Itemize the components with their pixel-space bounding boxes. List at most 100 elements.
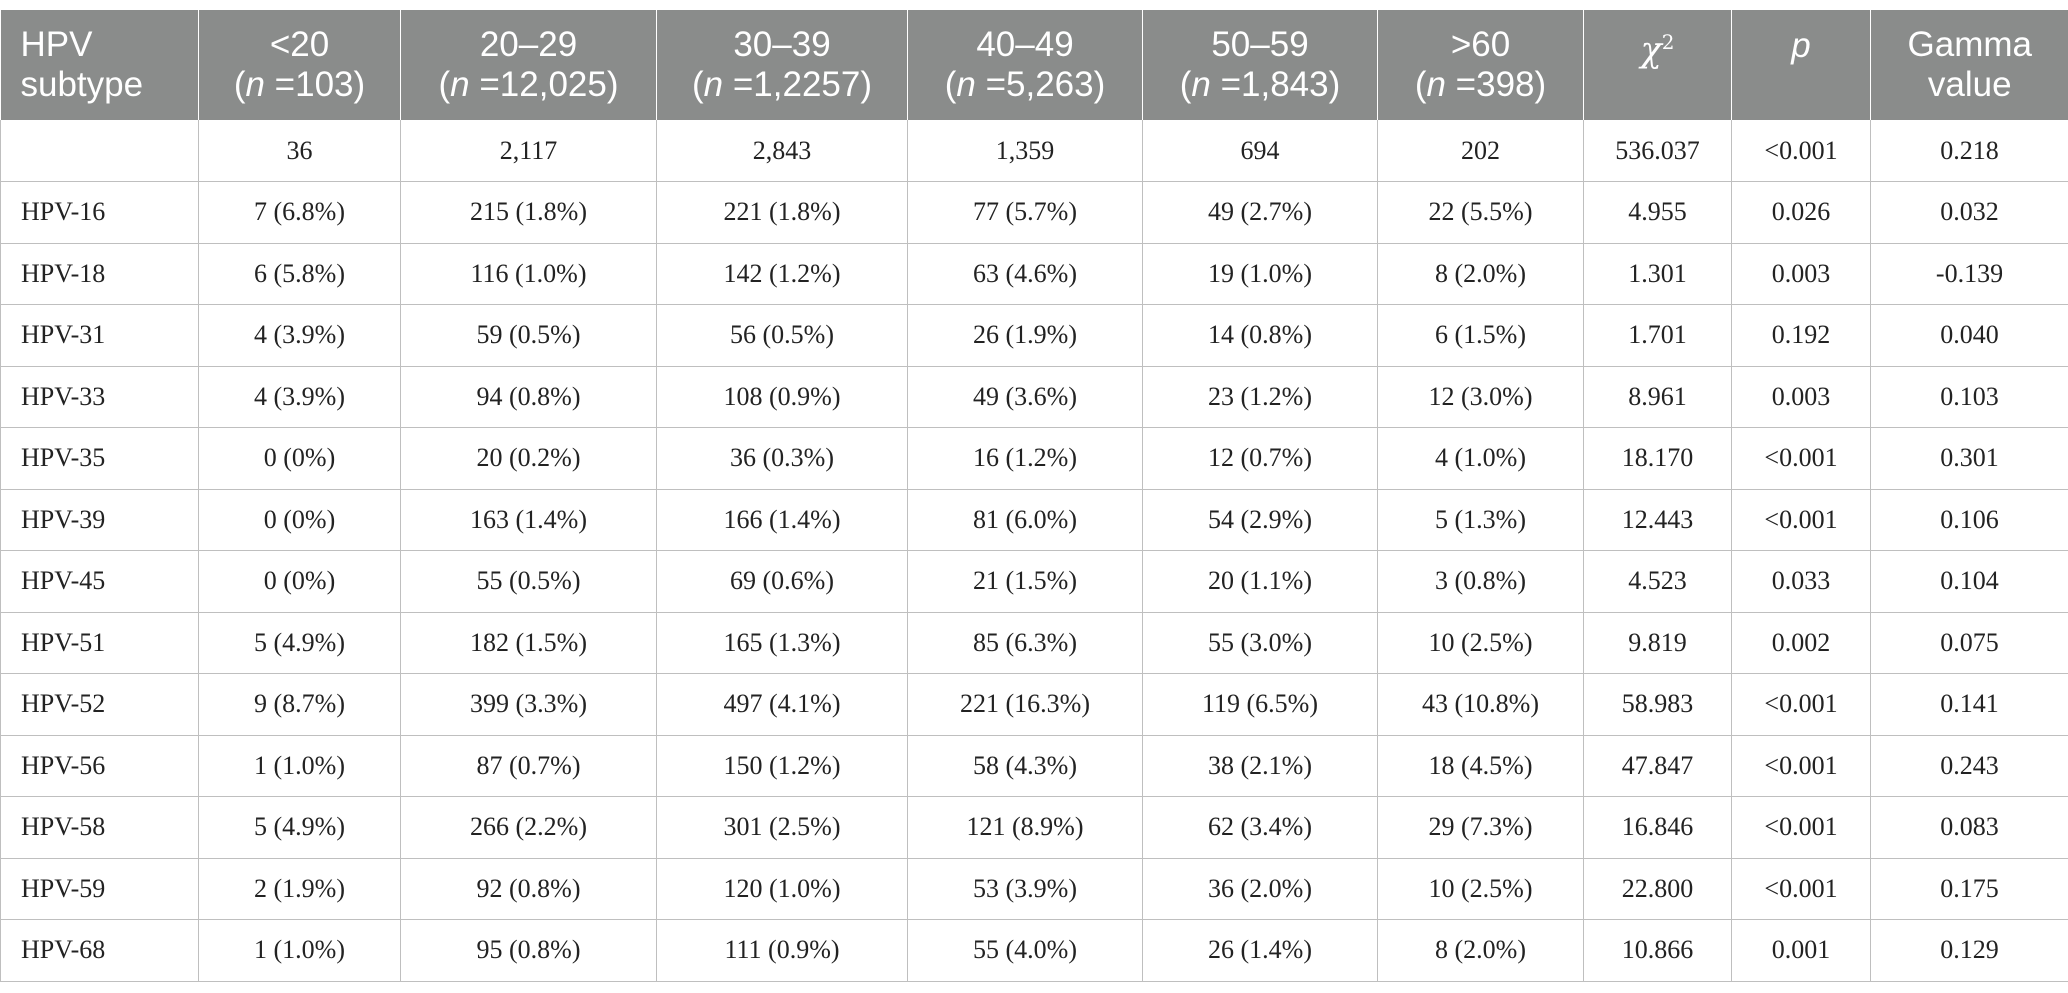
cell-age-50-59: 20 (1.1%) — [1142, 550, 1378, 613]
cell-age-50-59: 119 (6.5%) — [1142, 673, 1378, 736]
cell-age-20-29: 55 (0.5%) — [400, 550, 657, 613]
cell-age-under-20: 5 (4.9%) — [198, 612, 401, 674]
cell-p-value: <0.001 — [1731, 796, 1871, 859]
n-value: =103) — [264, 65, 366, 104]
cell-subtype: HPV-68 — [0, 919, 199, 982]
cell-age-50-59: 36 (2.0%) — [1142, 858, 1378, 920]
cell-age-40-49: 221 (16.3%) — [907, 673, 1143, 736]
cell-gamma-value: 0.040 — [1870, 304, 2068, 367]
cell-age-under-20: 4 (3.9%) — [198, 366, 401, 428]
cell-age-50-59: 55 (3.0%) — [1142, 612, 1378, 674]
cell-chi-square: 22.800 — [1583, 858, 1732, 920]
cell-subtype: HPV-51 — [0, 612, 199, 674]
cell-p-value: <0.001 — [1731, 489, 1871, 551]
cell-chi-square: 536.037 — [1583, 120, 1732, 182]
header-age-over-60: >60 (n =398) — [1377, 10, 1584, 120]
cell-age-40-49: 55 (4.0%) — [907, 919, 1143, 982]
cell-subtype: HPV-31 — [0, 304, 199, 367]
n-label: n — [1426, 65, 1446, 104]
n-label: n — [1191, 65, 1211, 104]
cell-subtype — [0, 120, 199, 182]
header-n: (n =398) — [1414, 65, 1547, 104]
cell-gamma-value: 0.301 — [1870, 427, 2068, 490]
cell-age-40-49: 58 (4.3%) — [907, 735, 1143, 797]
cell-age-30-39: 56 (0.5%) — [656, 304, 908, 367]
n-value: =12,025) — [469, 65, 619, 104]
cell-gamma-value: 0.243 — [1870, 735, 2068, 797]
cell-subtype: HPV-16 — [0, 181, 199, 244]
table-row: HPV-52 9 (8.7%) 399 (3.3%) 497 (4.1%) 221 (1… — [0, 673, 2068, 736]
cell-age-under-20: 7 (6.8%) — [198, 181, 401, 244]
cell-age-under-20: 0 (0%) — [198, 550, 401, 613]
cell-age-under-20: 5 (4.9%) — [198, 796, 401, 859]
cell-age-over-60: 43 (10.8%) — [1377, 673, 1584, 736]
cell-chi-square: 4.955 — [1583, 181, 1732, 244]
cell-age-30-39: 120 (1.0%) — [656, 858, 908, 920]
header-chi-square: χ2 — [1583, 10, 1732, 120]
cell-age-20-29: 2,117 — [400, 120, 657, 182]
n-label: n — [956, 65, 976, 104]
table-row: HPV-59 2 (1.9%) 92 (0.8%) 120 (1.0%) 53 (3.9… — [0, 858, 2068, 920]
header-text: HPV — [20, 25, 93, 64]
cell-p-value: 0.002 — [1731, 612, 1871, 674]
cell-subtype: HPV-35 — [0, 427, 199, 490]
cell-age-under-20: 0 (0%) — [198, 427, 401, 490]
header-n: (n =5,263) — [944, 65, 1106, 104]
header-age-50-59: 50–59 (n =1,843) — [1142, 10, 1378, 120]
cell-p-value: <0.001 — [1731, 673, 1871, 736]
cell-age-30-39: 165 (1.3%) — [656, 612, 908, 674]
cell-p-value: 0.003 — [1731, 366, 1871, 428]
hpv-age-table: HPV subtype <20 (n =103) 20–29 (n =12,02… — [0, 10, 2068, 982]
header-n: (n =1,843) — [1179, 65, 1341, 104]
table-body: 36 2,117 2,843 1,359 694 202 536.037 <0.001 0.21… — [0, 120, 2068, 982]
cell-gamma-value: 0.129 — [1870, 919, 2068, 982]
header-text: 50–59 — [1211, 25, 1309, 64]
header-age-20-29: 20–29 (n =12,025) — [400, 10, 657, 120]
cell-age-50-59: 38 (2.1%) — [1142, 735, 1378, 797]
cell-age-30-39: 36 (0.3%) — [656, 427, 908, 490]
n-value: =1,843) — [1210, 65, 1341, 104]
table-row: 36 2,117 2,843 1,359 694 202 536.037 <0.001 0.21… — [0, 120, 2068, 182]
n-value: =5,263) — [975, 65, 1106, 104]
cell-age-30-39: 497 (4.1%) — [656, 673, 908, 736]
cell-gamma-value: 0.103 — [1870, 366, 2068, 428]
cell-age-over-60: 202 — [1377, 120, 1584, 182]
cell-age-under-20: 2 (1.9%) — [198, 858, 401, 920]
cell-chi-square: 4.523 — [1583, 550, 1732, 613]
cell-age-20-29: 215 (1.8%) — [400, 181, 657, 244]
cell-age-20-29: 94 (0.8%) — [400, 366, 657, 428]
header-gamma-value: Gamma value — [1870, 10, 2068, 120]
header-text: subtype — [20, 65, 144, 104]
cell-p-value: 0.003 — [1731, 243, 1871, 305]
cell-subtype: HPV-39 — [0, 489, 199, 551]
cell-p-value: <0.001 — [1731, 427, 1871, 490]
cell-chi-square: 1.301 — [1583, 243, 1732, 305]
cell-gamma-value: 0.175 — [1870, 858, 2068, 920]
cell-age-under-20: 0 (0%) — [198, 489, 401, 551]
cell-age-40-49: 63 (4.6%) — [907, 243, 1143, 305]
table-row: HPV-51 5 (4.9%) 182 (1.5%) 165 (1.3%) 85 (6.… — [0, 612, 2068, 674]
cell-chi-square: 58.983 — [1583, 673, 1732, 736]
cell-age-30-39: 111 (0.9%) — [656, 919, 908, 982]
table-row: HPV-39 0 (0%) 163 (1.4%) 166 (1.4%) 81 (6.0%… — [0, 489, 2068, 551]
cell-age-20-29: 87 (0.7%) — [400, 735, 657, 797]
cell-age-40-49: 49 (3.6%) — [907, 366, 1143, 428]
cell-gamma-value: 0.075 — [1870, 612, 2068, 674]
header-text: 30–39 — [733, 25, 831, 64]
cell-age-over-60: 29 (7.3%) — [1377, 796, 1584, 859]
cell-chi-square: 9.819 — [1583, 612, 1732, 674]
header-p-value: p — [1731, 10, 1871, 120]
cell-age-40-49: 121 (8.9%) — [907, 796, 1143, 859]
cell-gamma-value: 0.218 — [1870, 120, 2068, 182]
header-n: (n =1,2257) — [692, 65, 872, 104]
n-value: =398) — [1445, 65, 1547, 104]
cell-p-value: 0.033 — [1731, 550, 1871, 613]
cell-chi-square: 16.846 — [1583, 796, 1732, 859]
cell-age-20-29: 266 (2.2%) — [400, 796, 657, 859]
cell-subtype: HPV-18 — [0, 243, 199, 305]
cell-age-40-49: 1,359 — [907, 120, 1143, 182]
cell-gamma-value: -0.139 — [1870, 243, 2068, 305]
n-label: n — [450, 65, 470, 104]
cell-gamma-value: 0.141 — [1870, 673, 2068, 736]
cell-age-40-49: 16 (1.2%) — [907, 427, 1143, 490]
